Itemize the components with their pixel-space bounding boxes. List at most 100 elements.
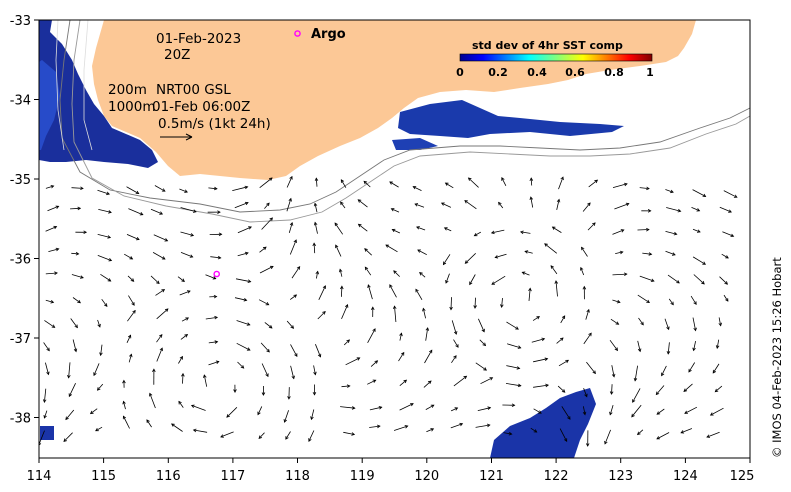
current-vector	[491, 275, 506, 285]
current-vector	[123, 401, 126, 410]
current-vector	[716, 339, 720, 349]
current-vector-head	[533, 429, 538, 433]
current-vector-head	[161, 188, 166, 192]
current-vector-head	[616, 299, 621, 304]
current-vector	[691, 207, 700, 212]
current-vector-head	[693, 327, 697, 332]
current-vector-head	[709, 412, 714, 416]
current-vector-head	[179, 355, 183, 360]
current-vector	[205, 274, 216, 280]
current-vector	[367, 284, 373, 300]
current-vector	[313, 365, 316, 375]
current-vector-head	[625, 202, 630, 207]
current-vector	[719, 206, 732, 213]
current-vector	[478, 318, 485, 332]
current-vector-head	[122, 400, 126, 405]
current-vector	[203, 375, 208, 387]
current-vector	[71, 274, 84, 279]
current-vector-head	[261, 392, 266, 396]
current-vector	[260, 342, 270, 353]
current-vector-head	[529, 196, 534, 201]
current-vector-head	[648, 252, 653, 256]
current-vector-head	[609, 411, 613, 416]
current-vector	[264, 202, 270, 209]
current-vector-head	[620, 229, 625, 233]
current-vector-head	[392, 305, 397, 310]
current-vector	[193, 429, 208, 433]
current-vector-head	[107, 235, 112, 239]
current-vector-head	[661, 372, 665, 377]
current-vector-head	[178, 400, 182, 405]
current-vector	[722, 231, 734, 237]
current-vector-head	[565, 359, 570, 364]
current-vector	[544, 243, 558, 254]
current-vector-head	[130, 278, 135, 282]
current-vector	[505, 383, 521, 387]
current-vector	[667, 342, 670, 354]
current-vector	[445, 273, 450, 284]
current-vector-head	[244, 201, 249, 206]
current-vector	[582, 202, 591, 212]
current-vector-head	[538, 410, 542, 414]
current-vector-head	[312, 392, 317, 396]
current-vector-head	[646, 227, 650, 232]
current-vector	[443, 254, 451, 265]
current-vector	[479, 339, 486, 346]
current-vector	[522, 271, 530, 276]
current-vector-head	[647, 209, 652, 213]
current-vector-head	[293, 239, 297, 243]
current-vector	[560, 315, 566, 324]
current-vector	[178, 401, 184, 408]
depth-200-label: 200m	[108, 82, 147, 98]
current-vector	[236, 342, 251, 351]
current-vector-head	[265, 301, 270, 306]
current-vector-head	[459, 422, 464, 427]
current-vector	[450, 423, 463, 429]
current-vector-head	[314, 177, 319, 182]
current-vector	[308, 430, 315, 442]
current-vector-head	[550, 265, 554, 269]
colorbar-tick: 0.4	[527, 66, 547, 79]
current-vector	[210, 256, 221, 259]
current-vector-head	[401, 351, 405, 356]
current-vector-head	[410, 403, 414, 407]
current-vector	[339, 269, 343, 277]
current-vector-head	[702, 261, 707, 265]
current-vector	[95, 426, 103, 432]
current-vector	[680, 428, 693, 434]
current-vector	[477, 407, 491, 411]
colorbar-tick: 0.2	[488, 66, 508, 79]
scale-label: 0.5m/s (1kt 24h)	[158, 116, 271, 132]
current-vector-head	[391, 228, 396, 233]
current-vector	[369, 406, 382, 411]
current-vector-head	[370, 306, 375, 310]
current-vector-head	[693, 301, 697, 306]
current-vector-head	[430, 404, 435, 408]
current-vector-head	[269, 217, 273, 221]
current-vector-head	[335, 244, 339, 249]
current-vector-head	[725, 298, 729, 302]
current-vector-head	[54, 271, 58, 276]
current-vector-head	[545, 383, 550, 388]
current-vector-head	[464, 200, 468, 204]
current-vector	[126, 234, 140, 240]
y-tick-label: -37	[10, 332, 31, 347]
current-vector	[394, 306, 397, 323]
current-vector	[587, 222, 596, 231]
current-vector	[583, 332, 592, 345]
current-vector	[665, 250, 676, 256]
current-vector	[315, 178, 318, 187]
current-vector	[191, 405, 206, 411]
current-vector-head	[706, 434, 711, 438]
current-vector-head	[585, 443, 590, 447]
current-vector-head	[129, 256, 134, 260]
current-vector	[444, 227, 452, 232]
current-vector-head	[46, 371, 50, 376]
current-vector	[259, 266, 274, 274]
current-vector	[124, 253, 133, 260]
current-vector	[367, 379, 376, 385]
current-vector	[501, 298, 503, 308]
current-vector-head	[666, 326, 670, 331]
valid-time-label: 01-Feb 06:00Z	[152, 99, 250, 115]
current-vector	[45, 362, 49, 375]
